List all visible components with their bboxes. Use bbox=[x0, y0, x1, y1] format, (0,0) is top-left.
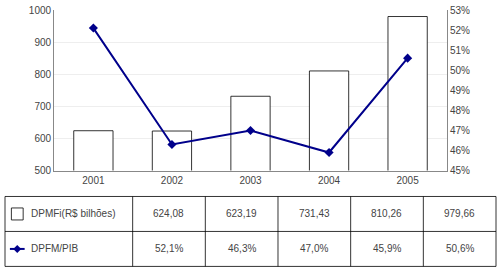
svg-text:48%: 48% bbox=[450, 105, 470, 116]
svg-text:2004: 2004 bbox=[318, 175, 341, 186]
svg-text:500: 500 bbox=[34, 165, 51, 176]
svg-text:50%: 50% bbox=[450, 65, 470, 76]
svg-text:2003: 2003 bbox=[239, 175, 262, 186]
svg-text:623,19: 623,19 bbox=[226, 208, 257, 219]
svg-text:624,08: 624,08 bbox=[153, 208, 184, 219]
svg-text:600: 600 bbox=[34, 133, 51, 144]
svg-text:2005: 2005 bbox=[396, 175, 419, 186]
svg-text:45%: 45% bbox=[450, 165, 470, 176]
svg-text:810,26: 810,26 bbox=[371, 208, 402, 219]
svg-text:52%: 52% bbox=[450, 25, 470, 36]
svg-text:1000: 1000 bbox=[29, 5, 52, 16]
svg-text:DPMFi(R$ bilhões): DPMFi(R$ bilhões) bbox=[31, 208, 115, 219]
svg-text:979,66: 979,66 bbox=[444, 208, 475, 219]
svg-text:51%: 51% bbox=[450, 45, 470, 56]
svg-text:47,0%: 47,0% bbox=[300, 243, 328, 254]
svg-text:47%: 47% bbox=[450, 125, 470, 136]
svg-text:2002: 2002 bbox=[161, 175, 184, 186]
svg-text:900: 900 bbox=[34, 37, 51, 48]
svg-text:800: 800 bbox=[34, 69, 51, 80]
svg-text:731,43: 731,43 bbox=[299, 208, 330, 219]
svg-text:DPFM/PIB: DPFM/PIB bbox=[31, 243, 79, 254]
svg-text:52,1%: 52,1% bbox=[155, 243, 183, 254]
svg-text:2001: 2001 bbox=[82, 175, 105, 186]
svg-text:46%: 46% bbox=[450, 145, 470, 156]
svg-text:49%: 49% bbox=[450, 85, 470, 96]
svg-text:45,9%: 45,9% bbox=[373, 243, 401, 254]
svg-text:700: 700 bbox=[34, 101, 51, 112]
svg-text:46,3%: 46,3% bbox=[228, 243, 256, 254]
svg-text:53%: 53% bbox=[450, 5, 470, 16]
svg-text:50,6%: 50,6% bbox=[446, 243, 474, 254]
